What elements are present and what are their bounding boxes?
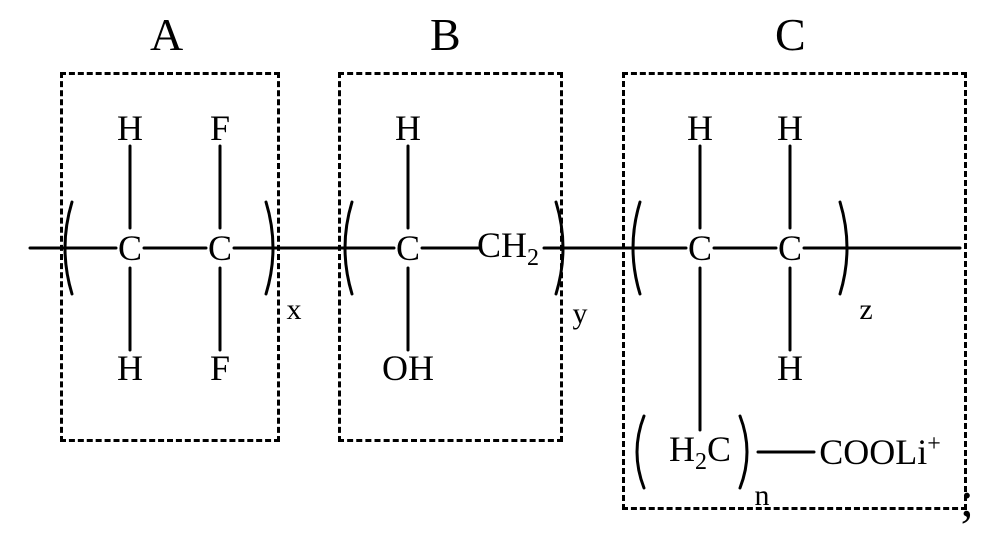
unitC-c2-down: H <box>777 347 803 389</box>
unitA-c1: C <box>118 227 142 269</box>
unitA-sub-x: x <box>287 293 302 327</box>
unitA-c1-up: H <box>117 107 143 149</box>
unitB-sub-y: y <box>573 297 588 331</box>
unitC-sub-z: z <box>859 293 872 327</box>
label-b: B <box>430 8 461 61</box>
unitB-ch2: CH2 <box>477 224 539 272</box>
unitA-c2-down: F <box>210 347 230 389</box>
trailing-semicolon: ; <box>960 470 974 528</box>
unitC-cooli: COOLi+ <box>819 431 941 473</box>
label-a: A <box>150 8 183 61</box>
unitB-c1-down: OH <box>382 347 434 389</box>
unitC-c2-up: H <box>777 107 803 149</box>
label-c: C <box>775 8 806 61</box>
unitC-h2c: H2C <box>669 428 731 476</box>
unitC-c1-up: H <box>687 107 713 149</box>
unitB-c1-up: H <box>395 107 421 149</box>
unitB-c1: C <box>396 227 420 269</box>
unitA-c2: C <box>208 227 232 269</box>
unit-a-box <box>60 72 280 442</box>
unitC-c1: C <box>688 227 712 269</box>
unitA-c2-up: F <box>210 107 230 149</box>
unitA-c1-down: H <box>117 347 143 389</box>
unitC-sub-n: n <box>755 479 770 513</box>
unitC-c2: C <box>778 227 802 269</box>
